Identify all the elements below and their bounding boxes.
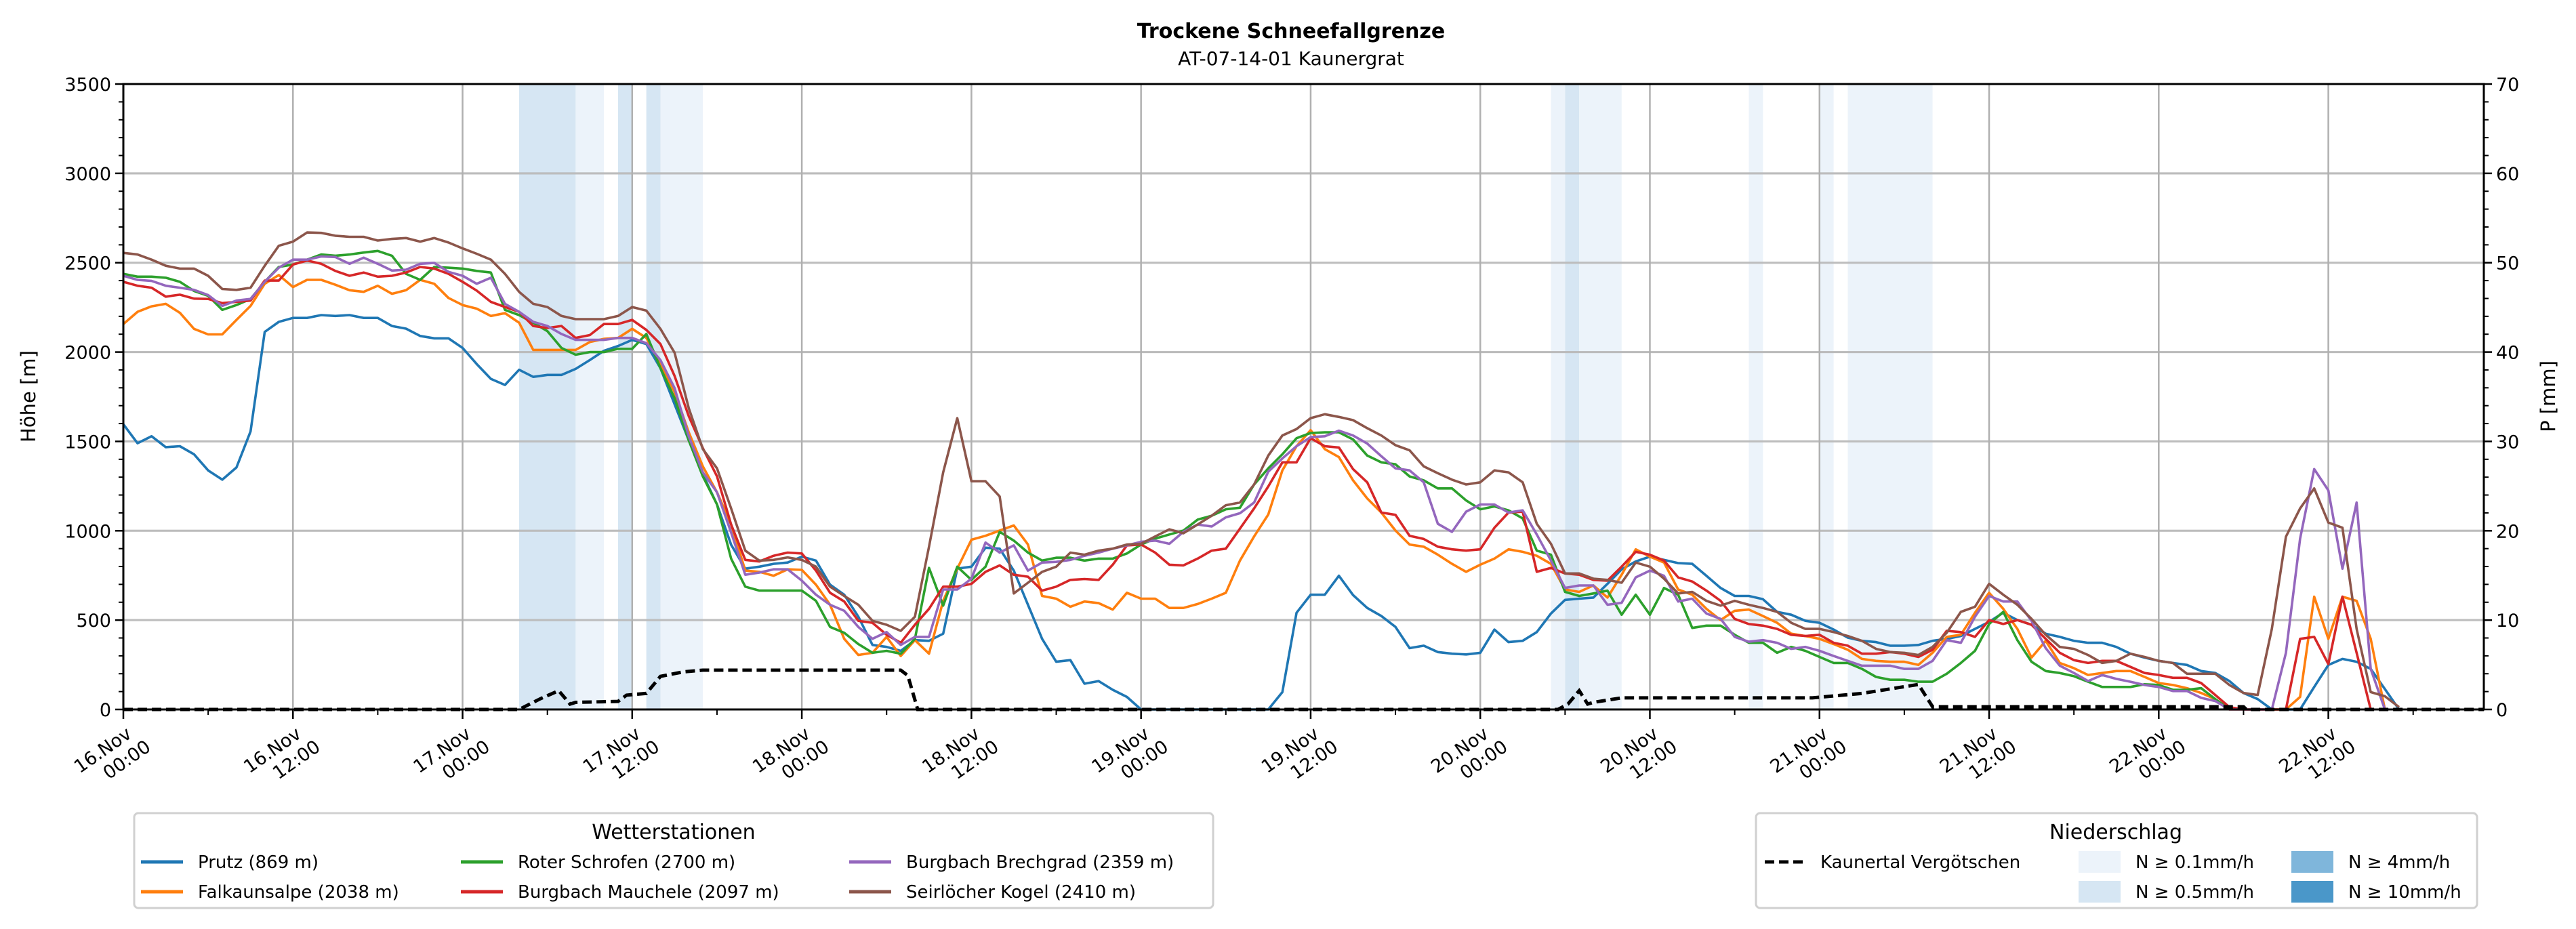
legend-precip-label-2: N ≥ 4mm/h <box>2348 852 2450 873</box>
y-right-tick-label: 40 <box>2496 343 2519 364</box>
series-line-1 <box>122 274 2386 711</box>
y-tick-label: 1500 <box>64 432 111 453</box>
precip-band <box>1819 84 1834 709</box>
legend-label-3: Burgbach Mauchele (2097 m) <box>518 882 779 903</box>
precip-band <box>1551 84 1566 709</box>
chart-title: Trockene Schneefallgrenze <box>1137 20 1445 43</box>
legend-label-2: Roter Schrofen (2700 m) <box>518 852 735 873</box>
y-tick-label: 500 <box>76 611 111 632</box>
legend-precip-label-0: N ≥ 0.1mm/h <box>2135 852 2254 873</box>
precip-band <box>617 84 632 709</box>
legend-stations: Wetterstationen Prutz (869 m) Falkaunsalp… <box>133 812 1214 909</box>
legend-precip: Niederschlag Kaunertal Vergötschen N ≥ 0… <box>1755 812 2478 909</box>
legend-label-4: Burgbach Brechgrad (2359 m) <box>906 852 1174 873</box>
precip-band <box>575 84 605 709</box>
legend-precip-patch-1 <box>2079 881 2121 903</box>
legend-precip-title: Niederschlag <box>2049 821 2182 844</box>
y-tick-label: 2000 <box>64 343 111 364</box>
y-right-tick-label: 70 <box>2496 75 2519 96</box>
legend-precip-line-label: Kaunertal Vergötschen <box>1820 852 2020 873</box>
legend-precip-label-3: N ≥ 10mm/h <box>2348 882 2461 903</box>
y-tick-label: 3500 <box>64 75 111 96</box>
axes: 0 500 1000 1500 2000 2500 3000 3500 0 10 20 30 40 50 6… <box>64 75 2519 784</box>
precip-band <box>1579 84 1622 709</box>
y-axis-right-label: P [mm] <box>2537 360 2560 432</box>
precip-band <box>1565 84 1580 709</box>
series-line-4 <box>123 255 2386 711</box>
y-tick-label: 0 <box>100 700 111 721</box>
precip-band <box>1847 84 1933 709</box>
y-axis-label: Höhe [m] <box>17 350 40 442</box>
y-right-tick-label: 50 <box>2496 253 2519 274</box>
precip-band <box>518 84 576 709</box>
y-right-tick-label: 0 <box>2496 700 2508 721</box>
y-tick-label: 2500 <box>64 253 111 274</box>
precip-line-kaunertal <box>123 668 2484 711</box>
grid <box>122 83 2484 711</box>
precip-band <box>646 84 661 709</box>
y-tick-label: 1000 <box>64 521 111 542</box>
y-right-tick-label: 60 <box>2496 164 2519 185</box>
legend-precip-patch-3 <box>2291 881 2333 903</box>
y-right-tick-label: 20 <box>2496 521 2519 542</box>
precip-band <box>1749 84 1763 709</box>
legend-precip-patch-0 <box>2079 851 2121 873</box>
legend-precip-patch-2 <box>2291 851 2333 873</box>
precip-bands <box>518 84 1933 709</box>
legend-label-0: Prutz (869 m) <box>198 852 319 873</box>
series-line-5 <box>123 231 2400 709</box>
legend-stations-title: Wetterstationen <box>592 821 755 844</box>
series-lines <box>122 231 2484 711</box>
series-line-3 <box>123 259 2372 711</box>
y-right-tick-label: 30 <box>2496 432 2519 453</box>
legend-precip-label-1: N ≥ 0.5mm/h <box>2135 882 2254 903</box>
plot-frame <box>122 83 2485 711</box>
legend-label-5: Seirlöcher Kogel (2410 m) <box>906 882 1136 903</box>
chart-subtitle: AT-07-14-01 Kaunergrat <box>1178 47 1404 70</box>
legend-label-1: Falkaunsalpe (2038 m) <box>198 882 399 903</box>
y-tick-label: 3000 <box>64 164 111 185</box>
y-right-tick-label: 10 <box>2496 611 2519 632</box>
